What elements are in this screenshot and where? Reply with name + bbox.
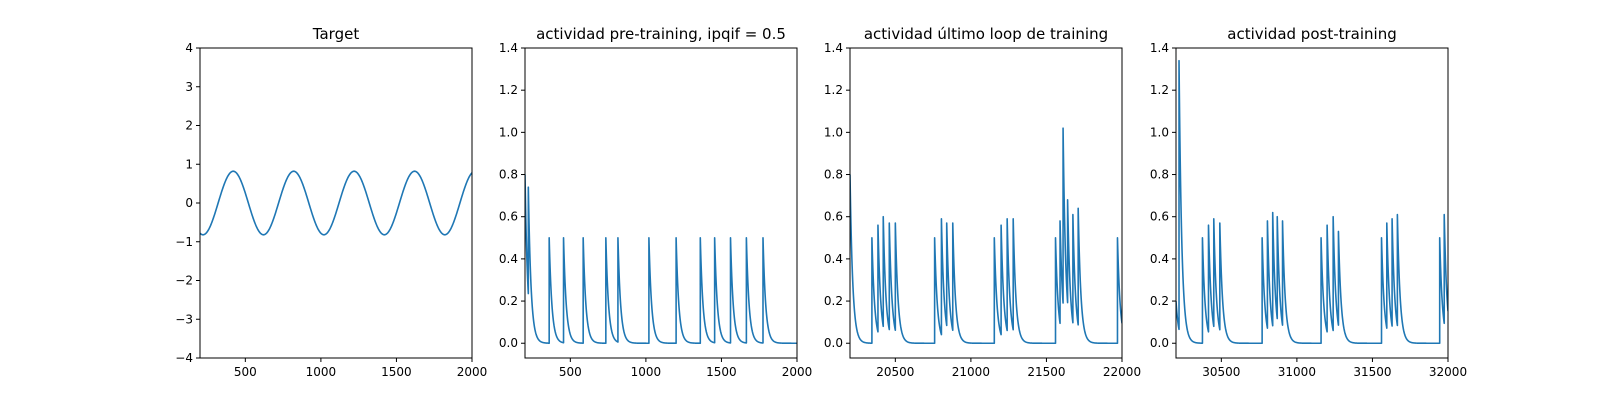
y-tick-label: 1.2 [499,83,518,97]
chart-panel-1: 500 1000 1500 2000 −4 −3 −2 −1 0 1 2 3 4 Target [175,25,487,379]
y-tick-label: 0.2 [499,294,518,308]
x-tick-label: 2000 [457,365,488,379]
y-tick-label: 3 [185,80,193,94]
y-tick-label: 1.0 [1150,125,1169,139]
chart-title: actividad post-training [1227,25,1396,43]
y-tick-label: 1.0 [499,125,518,139]
x-tick-label: 500 [234,365,257,379]
y-tick-label: −2 [175,274,193,288]
x-tick-label: 22000 [1103,365,1141,379]
y-tick-label: 1.4 [824,41,843,55]
series-line-1 [1176,59,1448,345]
y-tick-label: 1.4 [499,41,518,55]
y-tick-label: 0.8 [499,168,518,182]
x-tick-label: 500 [559,365,582,379]
y-tick-label: 1.4 [1150,41,1169,55]
chart-panel-4: 30500 31000 31500 32000 0.0 0.2 0.4 0.6 0.8 1.0 1.… [1150,25,1467,379]
y-tick-label: 0.6 [824,210,843,224]
y-tick-label: 0.8 [1150,168,1169,182]
y-tick-label: 0.8 [824,168,843,182]
y-tick-label: 0.2 [1150,294,1169,308]
series-line-1 [525,174,797,345]
y-tick-label: −3 [175,312,193,326]
chart-title: Target [312,25,360,43]
chart-title: actividad pre-training, ipqif = 0.5 [536,25,786,43]
chart-panel-3: 20500 21000 21500 22000 0.0 0.2 0.4 0.6 0.8 1.0 1.… [824,25,1141,379]
y-tick-label: 2 [185,119,193,133]
y-tick-label: 1.2 [1150,83,1169,97]
y-tick-label: −4 [175,351,193,365]
y-tick-label: 0.2 [824,294,843,308]
y-tick-label: −1 [175,235,193,249]
x-tick-label: 1500 [381,365,412,379]
y-tick-label: 1.0 [824,125,843,139]
axes-frame [1175,47,1449,359]
y-tick-label: 4 [185,41,193,55]
y-tick-label: 0.4 [824,252,843,266]
y-tick-label: 0.0 [824,336,843,350]
y-tick-label: 0.0 [499,336,518,350]
series-line-1 [850,127,1122,345]
y-tick-label: 0.4 [1150,252,1169,266]
x-tick-label: 1000 [631,365,662,379]
y-tick-label: 0.4 [499,252,518,266]
y-tick-label: 1 [185,157,193,171]
x-tick-label: 20500 [876,365,914,379]
chart-panel-2: 500 1000 1500 2000 0.0 0.2 0.4 0.6 0.8 1.0 1.2 1.4 a… [499,25,812,379]
axes-frame [849,47,1123,359]
axes-frame [199,47,473,359]
y-tick-label: 0.0 [1150,336,1169,350]
x-tick-label: 21500 [1027,365,1065,379]
series-line-1 [200,170,472,236]
y-tick-label: 1.2 [824,83,843,97]
y-tick-label: 0.6 [1150,210,1169,224]
axes-frame [524,47,798,359]
chart-title: actividad último loop de training [864,25,1108,43]
x-tick-label: 1500 [706,365,737,379]
x-tick-label: 32000 [1429,365,1467,379]
y-tick-label: 0.6 [499,210,518,224]
x-tick-label: 31000 [1278,365,1316,379]
x-tick-label: 30500 [1202,365,1240,379]
x-tick-label: 31500 [1353,365,1391,379]
x-tick-label: 2000 [782,365,813,379]
x-tick-label: 21000 [952,365,990,379]
x-tick-label: 1000 [306,365,337,379]
y-tick-label: 0 [185,196,193,210]
